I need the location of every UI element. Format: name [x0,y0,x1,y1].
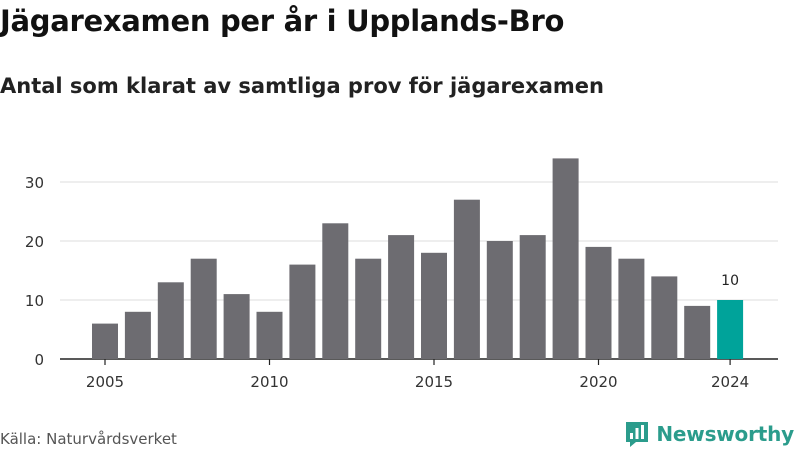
chart-subtitle: Antal som klarat av samtliga prov för jä… [0,74,604,98]
bar-2006 [124,311,151,359]
bar-2015 [421,252,447,359]
x-tick-label-2020: 2020 [579,373,617,391]
bar-2017 [486,241,513,359]
bar-2016 [453,199,480,359]
bar-2010 [256,311,283,359]
bar-2023 [684,305,711,359]
y-tick-label-10: 10 [25,292,44,310]
x-tick-label-2005: 2005 [86,373,124,391]
data-label-2024: 10 [721,273,739,289]
data-labels: 10 [721,273,739,289]
bar-2009 [223,294,250,359]
bar-2018 [519,235,546,359]
chart-title: Jägarexamen per år i Upplands-Bro [0,4,565,38]
y-tick-label-20: 20 [25,233,44,251]
bar-2019 [552,158,579,359]
brand-logo[interactable]: Newsworthy [624,420,794,448]
bar-2011 [289,264,316,359]
bar-2008 [190,258,217,359]
bar-chart: 0 10 20 30 2005 2010 2015 2020 2024 10 [25,158,778,391]
bar-2021 [618,258,645,359]
brand-name: Newsworthy [656,422,794,446]
bars [92,158,744,359]
y-tick-label-0: 0 [34,351,44,369]
bar-2022 [651,276,678,359]
x-tick-label-2010: 2010 [250,373,288,391]
bar-2007 [157,282,184,359]
x-tick-label-2024: 2024 [711,373,749,391]
bar-2012 [322,223,349,359]
x-tick-label-2015: 2015 [415,373,453,391]
bar-2005 [92,323,118,359]
bar-2014 [388,235,415,359]
bar-2024 [717,300,744,359]
x-axis-ticks: 2005 2010 2015 2020 2024 [86,359,749,391]
bar-2020 [585,246,612,359]
y-tick-label-30: 30 [25,174,44,192]
source-note: Källa: Naturvårdsverket [0,430,177,448]
bar-chart-speech-bubble-icon [626,422,649,447]
y-axis-ticks: 0 10 20 30 [25,174,44,369]
bar-2013 [355,258,382,359]
